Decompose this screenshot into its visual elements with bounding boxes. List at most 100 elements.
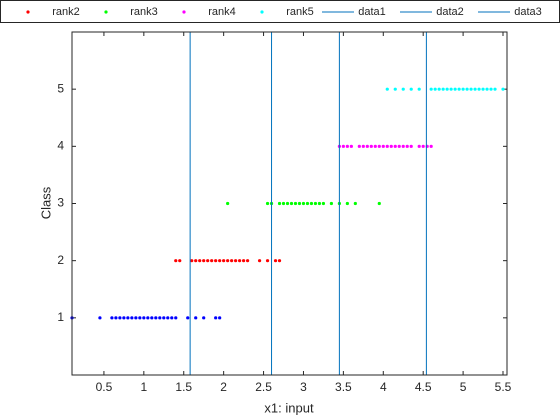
x-tick-label: 2 xyxy=(220,380,227,394)
point xyxy=(433,87,437,91)
point xyxy=(445,87,449,91)
point xyxy=(293,201,298,206)
legend-marker xyxy=(182,10,186,14)
point xyxy=(242,259,246,263)
point xyxy=(265,201,270,206)
point xyxy=(150,316,154,320)
point xyxy=(190,259,194,263)
point xyxy=(222,259,226,263)
point xyxy=(110,316,114,320)
point xyxy=(313,201,318,206)
point xyxy=(429,87,433,91)
point xyxy=(461,87,465,91)
point xyxy=(297,201,302,206)
point xyxy=(401,87,405,91)
legend-label: data3 xyxy=(514,6,542,18)
point xyxy=(130,316,134,320)
point xyxy=(377,144,381,148)
point xyxy=(361,144,365,148)
y-tick-label: 1 xyxy=(57,310,64,324)
point xyxy=(385,144,389,148)
axes-box xyxy=(71,31,508,376)
point xyxy=(437,87,441,91)
point xyxy=(218,316,222,320)
point xyxy=(214,259,218,263)
point xyxy=(174,316,178,320)
x-tick-label: 3.5 xyxy=(335,380,352,394)
y-tick-label: 2 xyxy=(57,253,64,267)
point xyxy=(341,144,345,148)
point xyxy=(477,87,481,91)
point xyxy=(114,316,118,320)
point xyxy=(409,144,413,148)
x-tick-label: 3 xyxy=(300,380,307,394)
point xyxy=(405,144,409,148)
point xyxy=(429,144,433,148)
point xyxy=(142,316,146,320)
point xyxy=(218,259,222,263)
legend-marker xyxy=(260,10,264,14)
point xyxy=(273,259,278,263)
point xyxy=(393,144,397,148)
point xyxy=(202,316,206,320)
x-tick-label: 5 xyxy=(460,380,467,394)
x-tick-label: 1.5 xyxy=(175,380,192,394)
x-tick-label: 0.5 xyxy=(96,380,113,394)
point xyxy=(166,316,170,320)
x-tick-label: 5.5 xyxy=(495,380,512,394)
y-tick-label: 4 xyxy=(57,139,64,153)
point xyxy=(186,316,190,320)
point xyxy=(389,144,393,148)
x-axis-label: x1: input xyxy=(264,400,314,415)
point xyxy=(417,87,421,91)
point xyxy=(162,316,166,320)
point xyxy=(301,201,306,206)
point xyxy=(469,87,473,91)
legend-label: rank4 xyxy=(208,6,236,18)
point xyxy=(345,144,349,148)
point xyxy=(234,259,238,263)
point xyxy=(202,259,206,263)
legend-label: data2 xyxy=(436,6,464,18)
plot-area xyxy=(72,32,507,375)
point xyxy=(473,87,477,91)
point xyxy=(126,316,130,320)
point xyxy=(230,259,234,263)
legend-label: rank2 xyxy=(52,6,80,18)
point xyxy=(138,316,142,320)
x-tick-label: 2.5 xyxy=(255,380,272,394)
point xyxy=(226,259,230,263)
x-tick-label: 1 xyxy=(140,380,147,394)
legend-marker xyxy=(104,10,108,14)
legend-label: rank3 xyxy=(130,6,158,18)
point xyxy=(118,316,122,320)
point xyxy=(226,201,230,206)
legend-label: data1 xyxy=(358,6,386,18)
point xyxy=(493,87,497,91)
point xyxy=(281,201,286,206)
point xyxy=(481,87,485,91)
point xyxy=(449,87,453,91)
point xyxy=(365,144,369,148)
point xyxy=(349,144,353,148)
point xyxy=(146,316,150,320)
point xyxy=(289,201,294,206)
point xyxy=(377,201,381,206)
point xyxy=(158,316,162,320)
point xyxy=(194,316,198,320)
point xyxy=(369,144,373,148)
point xyxy=(265,259,270,263)
point xyxy=(305,201,310,206)
point xyxy=(174,259,178,263)
point xyxy=(277,201,282,206)
x-tick-label: 4 xyxy=(380,380,387,394)
point xyxy=(238,259,242,263)
point xyxy=(329,201,334,206)
point xyxy=(134,316,138,320)
point xyxy=(178,259,182,263)
point xyxy=(457,87,461,91)
point xyxy=(453,87,457,91)
y-tick-label: 3 xyxy=(57,196,64,210)
legend-label: rank5 xyxy=(286,6,314,18)
